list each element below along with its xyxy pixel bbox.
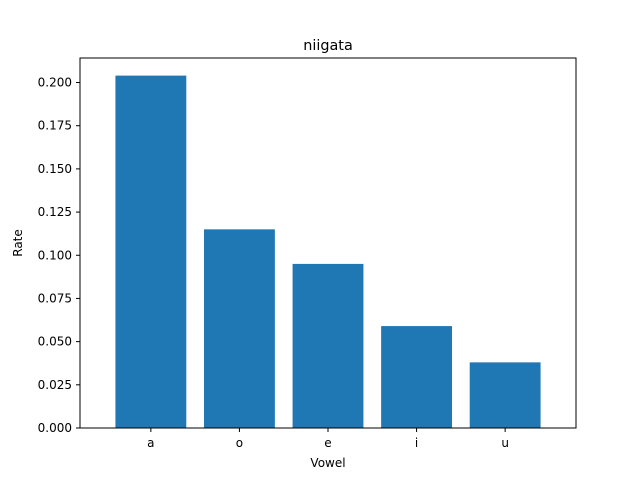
y-axis-label: Rate	[11, 229, 25, 257]
bar-a	[115, 75, 187, 428]
y-tick-label: 0.025	[38, 378, 72, 392]
y-tick-label: 0.150	[38, 162, 72, 176]
x-tick-label: a	[147, 436, 154, 450]
y-tick-label: 0.200	[38, 76, 72, 90]
chart-title: niigata	[303, 38, 353, 54]
bars-group	[115, 75, 541, 428]
y-axis-ticks: 0.000 0.025 0.050 0.075 0.100 0.125 0.150 0.175…	[38, 76, 80, 435]
y-tick-label: 0.075	[38, 291, 72, 305]
y-tick-label: 0.050	[38, 335, 72, 349]
x-axis-label: Vowel	[310, 456, 345, 470]
bar-u	[469, 362, 541, 428]
x-tick-label: u	[501, 436, 509, 450]
bar-o	[204, 229, 275, 428]
bar-i	[381, 326, 452, 428]
x-tick-label: i	[415, 436, 418, 450]
y-tick-label: 0.125	[38, 205, 72, 219]
y-tick-label: 0.100	[38, 248, 72, 262]
y-tick-label: 0.175	[38, 119, 72, 133]
x-tick-label: e	[324, 436, 331, 450]
x-tick-label: o	[236, 436, 243, 450]
plot-frame	[79, 57, 577, 429]
y-tick-label: 0.000	[38, 421, 72, 435]
bar-e	[292, 263, 364, 428]
